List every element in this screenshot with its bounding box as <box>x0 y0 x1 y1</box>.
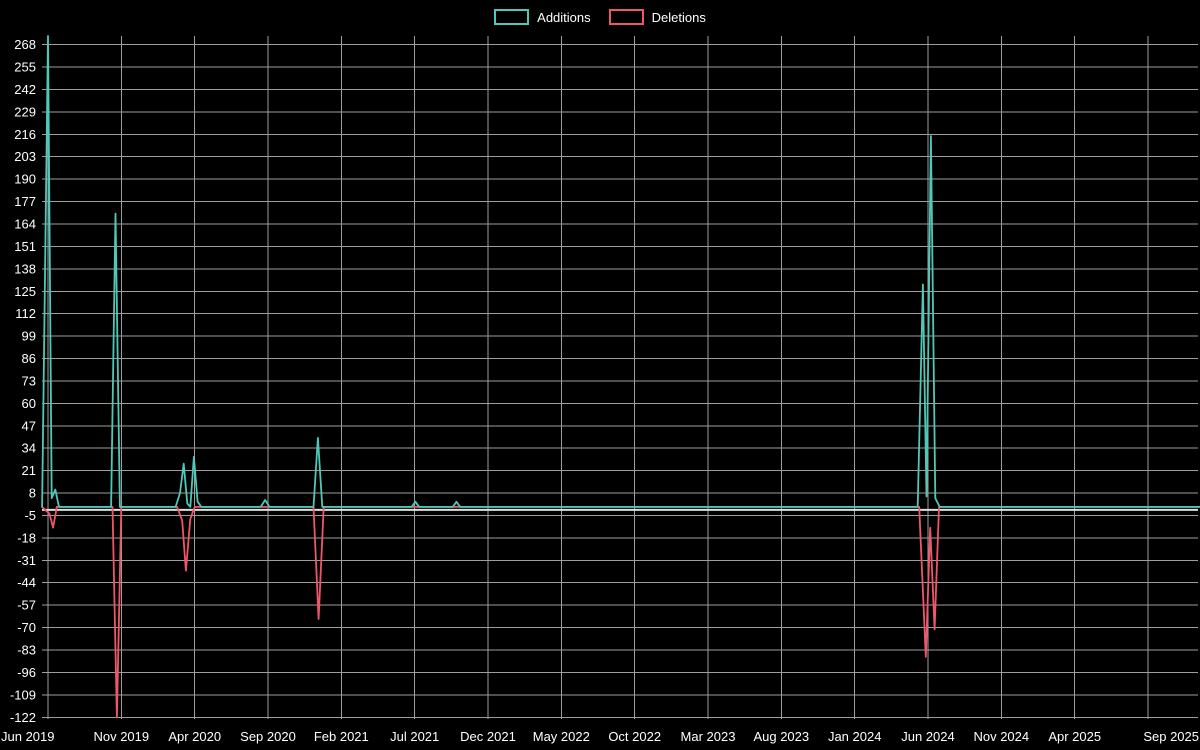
legend-label-additions: Additions <box>537 9 591 25</box>
svg-text:-5: -5 <box>24 508 36 523</box>
svg-text:203: 203 <box>14 149 36 164</box>
svg-text:21: 21 <box>22 463 36 478</box>
legend-item-deletions[interactable]: Deletions <box>608 9 706 25</box>
svg-text:Oct 2022: Oct 2022 <box>608 729 661 744</box>
svg-text:-83: -83 <box>17 643 36 658</box>
svg-text:Feb 2021: Feb 2021 <box>314 729 369 744</box>
svg-text:216: 216 <box>14 127 36 142</box>
svg-text:151: 151 <box>14 239 36 254</box>
svg-text:Jun 2019: Jun 2019 <box>1 729 55 744</box>
svg-text:Sep 2025: Sep 2025 <box>1143 729 1199 744</box>
svg-text:47: 47 <box>22 418 36 433</box>
svg-text:-109: -109 <box>10 687 36 702</box>
svg-text:Nov 2019: Nov 2019 <box>93 729 149 744</box>
svg-text:242: 242 <box>14 82 36 97</box>
svg-text:229: 229 <box>14 104 36 119</box>
svg-text:177: 177 <box>14 194 36 209</box>
svg-text:Jun 2024: Jun 2024 <box>901 729 955 744</box>
gridlines <box>42 36 1198 719</box>
x-axis-labels: Jun 2019 Nov 2019 Apr 2020 Sep 2020 Feb 2021… <box>1 729 1199 744</box>
svg-text:Sep 2020: Sep 2020 <box>240 729 296 744</box>
svg-text:-18: -18 <box>17 530 36 545</box>
svg-text:Jan 2024: Jan 2024 <box>828 729 882 744</box>
svg-text:Apr 2025: Apr 2025 <box>1048 729 1101 744</box>
svg-text:255: 255 <box>14 60 36 75</box>
svg-text:-44: -44 <box>17 575 36 590</box>
svg-text:164: 164 <box>14 217 36 232</box>
svg-text:-31: -31 <box>17 553 36 568</box>
svg-text:86: 86 <box>22 351 36 366</box>
legend-swatch-deletions-icon <box>608 9 644 25</box>
legend-swatch-additions-icon <box>494 9 530 25</box>
svg-text:60: 60 <box>22 396 36 411</box>
series-line-deletions <box>41 505 1200 719</box>
svg-text:8: 8 <box>29 486 36 501</box>
svg-text:Nov 2024: Nov 2024 <box>973 729 1029 744</box>
legend-item-additions[interactable]: Additions <box>494 9 591 25</box>
svg-text:125: 125 <box>14 284 36 299</box>
svg-text:190: 190 <box>14 172 36 187</box>
svg-text:-122: -122 <box>10 710 36 725</box>
svg-text:Jul 2021: Jul 2021 <box>390 729 439 744</box>
svg-text:-96: -96 <box>17 665 36 680</box>
legend-label-deletions: Deletions <box>651 9 706 25</box>
svg-text:May 2022: May 2022 <box>533 729 590 744</box>
chart-legend: Additions Deletions <box>0 9 1200 25</box>
svg-text:99: 99 <box>22 329 36 344</box>
svg-text:34: 34 <box>22 441 36 456</box>
y-axis-labels: 268 255 242 229 216 203 190 177 164 151 138 125 112 9… <box>10 37 36 725</box>
svg-text:Mar 2023: Mar 2023 <box>681 729 736 744</box>
svg-text:73: 73 <box>22 373 36 388</box>
svg-text:Apr 2020: Apr 2020 <box>168 729 221 744</box>
svg-text:-57: -57 <box>17 598 36 613</box>
svg-text:138: 138 <box>14 261 36 276</box>
svg-text:Dec 2021: Dec 2021 <box>460 729 516 744</box>
svg-text:-70: -70 <box>17 620 36 635</box>
svg-text:Aug 2023: Aug 2023 <box>753 729 809 744</box>
svg-text:112: 112 <box>15 306 36 321</box>
svg-text:268: 268 <box>14 37 36 52</box>
series-line-additions <box>41 35 1200 508</box>
